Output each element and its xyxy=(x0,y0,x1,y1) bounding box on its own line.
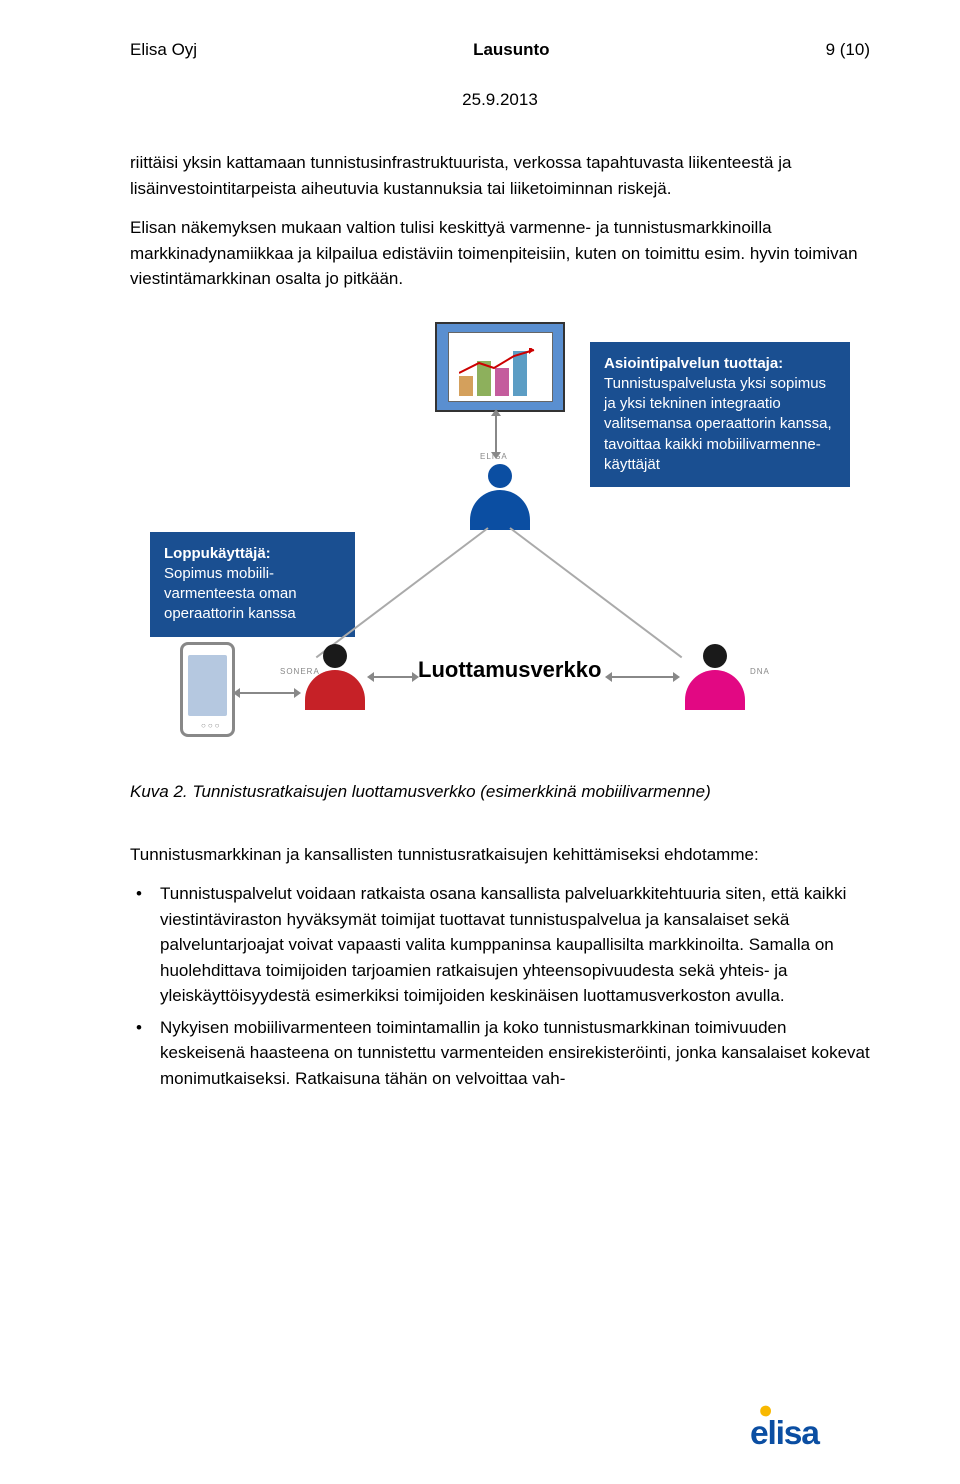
triangle-edge-icon xyxy=(509,527,682,658)
figure-caption: Kuva 2. Tunnistusratkaisujen luottamusve… xyxy=(130,782,870,802)
callout-right-body: Tunnistuspalvelusta yksi sopimus ja yksi… xyxy=(604,375,832,473)
phone-dots: ○○○ xyxy=(201,721,222,730)
dna-label: DNA xyxy=(750,667,770,676)
proposal-list: Tunnistuspalvelut voidaan ratkaista osan… xyxy=(130,881,870,1091)
callout-end-user: Loppukäyttäjä: Sopimus mobiili­varmentee… xyxy=(150,532,355,637)
header-company: Elisa Oyj xyxy=(130,40,197,60)
callout-right-title: Asiointipalvelun tuottaja: xyxy=(604,355,783,372)
paragraph-2: Elisan näkemyksen mukaan valtion tulisi … xyxy=(130,215,870,292)
elisa-logo: elisa xyxy=(750,1404,870,1454)
chart-bar xyxy=(459,376,473,396)
arrow-horizontal-icon xyxy=(372,676,414,678)
chart-inner xyxy=(448,332,553,402)
header-page-number: 9 (10) xyxy=(826,40,870,60)
elisa-label: ELISA xyxy=(480,452,508,461)
chart-icon xyxy=(435,322,565,412)
arrow-vertical-icon xyxy=(495,414,497,454)
header-doc-type: Lausunto xyxy=(473,40,550,60)
elisa-person-icon xyxy=(465,462,535,532)
page-header: Elisa Oyj Lausunto 9 (10) xyxy=(130,40,870,60)
document-date: 25.9.2013 xyxy=(130,90,870,110)
phone-icon: ○○○ xyxy=(180,642,235,737)
arrow-phone-icon xyxy=(238,692,296,694)
dna-person-icon xyxy=(680,642,750,712)
paragraph-1: riittäisi yksin kattamaan tunnistusinfra… xyxy=(130,150,870,201)
list-item: Nykyisen mobiilivarmenteen toimintamalli… xyxy=(160,1015,870,1092)
chart-trend-line xyxy=(459,348,539,378)
trust-network-diagram: Asiointipalvelun tuottaja: Tunnistuspalv… xyxy=(150,322,850,762)
trust-network-label: Luottamusverkko xyxy=(418,657,601,683)
arrow-horizontal-icon xyxy=(610,676,675,678)
callout-left-body: Sopimus mobiili­varmenteesta oman operaa… xyxy=(164,565,297,623)
list-item: Tunnistuspalvelut voidaan ratkaista osan… xyxy=(160,881,870,1009)
callout-service-provider: Asiointipalvelun tuottaja: Tunnistuspalv… xyxy=(590,342,850,488)
callout-left-title: Loppukäyttäjä: xyxy=(164,545,271,562)
sonera-person-icon xyxy=(300,642,370,712)
list-intro: Tunnistusmarkkinan ja kansallisten tunni… xyxy=(130,842,870,868)
svg-text:elisa: elisa xyxy=(750,1415,820,1452)
